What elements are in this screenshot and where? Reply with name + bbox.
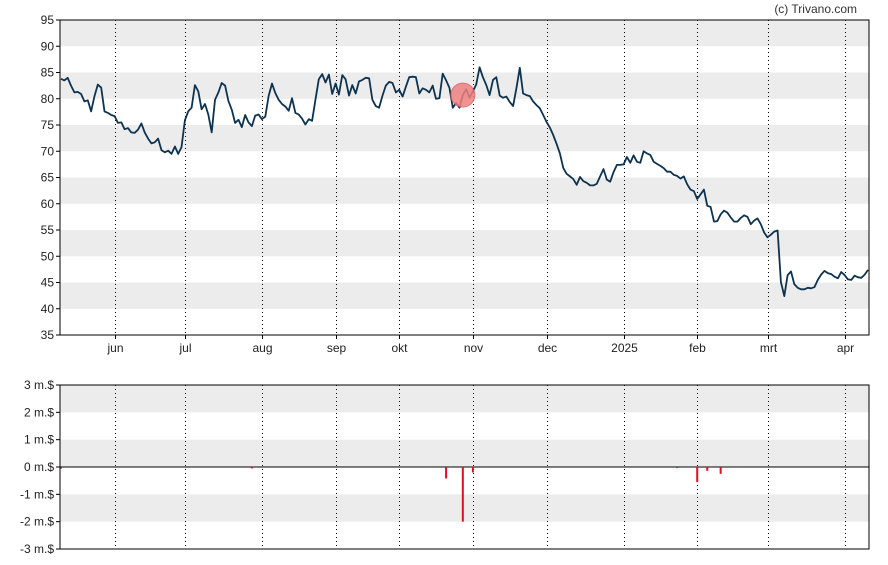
volume-plot-frame	[59, 384, 870, 550]
price-y-tick-label: 80	[41, 92, 55, 106]
price-x-tick-label: aug	[252, 341, 272, 355]
price-band	[60, 20, 869, 47]
volume-y-tick-label: -1 m.$	[20, 487, 54, 501]
volume-bar	[445, 467, 448, 479]
price-x-tick-label: 2025	[611, 341, 638, 355]
volume-y-tick-label: -2 m.$	[20, 515, 54, 529]
price-bands	[60, 20, 869, 309]
volume-y-tick-label: 1 m.$	[24, 433, 54, 447]
price-y-tick-label: 60	[41, 197, 55, 211]
price-panel: 35 40 45 50 55 60 65 70 75 80 85 90 95 jun jul aug sep o…	[41, 13, 870, 355]
volume-band	[60, 385, 869, 413]
price-x-tick-label: mrt	[760, 341, 778, 355]
volume-bar	[461, 467, 464, 522]
volume-band	[60, 439, 869, 467]
price-y-tick-label: 75	[41, 118, 55, 132]
price-y-tick-label: 40	[41, 302, 55, 316]
price-y-tick-label: 65	[41, 171, 55, 185]
price-event-marker	[450, 82, 476, 108]
volume-y-tick-label: 0 m.$	[24, 460, 54, 474]
volume-band	[60, 494, 869, 522]
price-y-axis: 35 40 45 50 55 60 65 70 75 80 85 90 95	[41, 13, 60, 342]
volume-bar	[60, 467, 62, 469]
volume-panel: -3 m.$ -2 m.$ -1 m.$ 0 m.$ 1 m.$ 2 m.$ 3 m.$	[20, 378, 870, 556]
volume-vertical-grid	[115, 385, 846, 549]
credit-label: (c) Trivano.com	[774, 2, 857, 16]
volume-y-tick-label: 2 m.$	[24, 405, 54, 419]
price-band	[60, 230, 869, 257]
price-band	[60, 177, 869, 204]
volume-y-axis: -3 m.$ -2 m.$ -1 m.$ 0 m.$ 1 m.$ 2 m.$ 3 m.$	[20, 378, 60, 556]
volume-bar	[250, 467, 253, 469]
price-series	[60, 66, 869, 298]
price-x-tick-label: jul	[178, 341, 191, 355]
price-band	[60, 125, 869, 152]
price-y-tick-label: 95	[41, 13, 55, 27]
price-band	[60, 282, 869, 309]
price-vertical-grid	[115, 20, 846, 335]
price-y-tick-label: 35	[41, 328, 55, 342]
price-x-tick-label: apr	[837, 341, 854, 355]
price-y-tick-label: 50	[41, 249, 55, 263]
price-x-tick-label: feb	[689, 341, 706, 355]
price-x-tick-label: sep	[327, 341, 347, 355]
price-y-tick-label: 45	[41, 276, 55, 290]
volume-bar	[706, 467, 709, 471]
price-x-tick-label: jun	[106, 341, 123, 355]
price-plot-frame	[59, 19, 870, 336]
price-y-tick-label: 70	[41, 144, 55, 158]
price-x-tick-label: okt	[391, 341, 408, 355]
price-y-tick-label: 85	[41, 66, 55, 80]
volume-bar	[676, 467, 679, 469]
volume-y-tick-label: -3 m.$	[20, 542, 54, 556]
volume-bands	[60, 385, 869, 522]
volume-bar	[696, 467, 699, 483]
volume-bar	[719, 467, 722, 474]
price-x-tick-label: nov	[464, 341, 483, 355]
price-x-tick-label: dec	[538, 341, 557, 355]
volume-y-tick-label: 3 m.$	[24, 378, 54, 392]
price-x-axis: junjulaugsepoktnovdec2025febmrtaprmei	[106, 335, 854, 355]
volume-bar	[471, 467, 474, 473]
volume-series	[60, 466, 869, 522]
price-y-tick-label: 90	[41, 39, 55, 53]
price-y-tick-label: 55	[41, 223, 55, 237]
